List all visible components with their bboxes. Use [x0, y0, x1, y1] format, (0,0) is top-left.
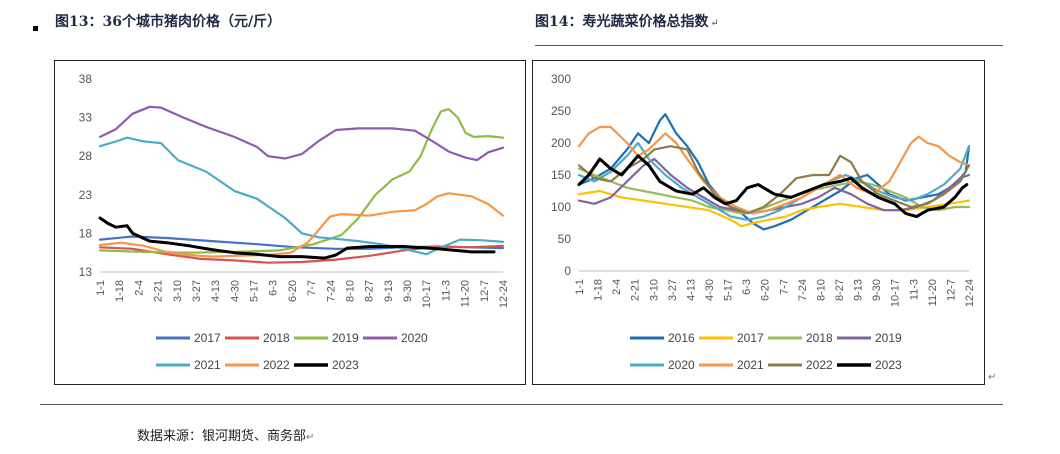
y-tick-label: 150 — [551, 168, 571, 182]
series-line-2022 — [98, 192, 505, 258]
x-tick-label: 5-17 — [723, 279, 735, 301]
return-mark: ↵ — [710, 18, 719, 29]
x-tick-label: 6-20 — [760, 279, 772, 301]
x-tick-label: 5-17 — [249, 280, 261, 302]
series-line-2018 — [98, 244, 505, 264]
legend-label-2020: 2020 — [401, 331, 428, 345]
legend-label-2021: 2021 — [194, 358, 221, 372]
legend-label-2019: 2019 — [875, 331, 902, 345]
x-tick-label: 7-24 — [325, 280, 337, 302]
y-tick-label: 33 — [79, 111, 93, 125]
legend-label-2021: 2021 — [737, 358, 764, 372]
x-tick-label: 4-30 — [704, 279, 716, 301]
series-line-2023 — [577, 154, 969, 219]
y-tick-label: 100 — [551, 200, 571, 214]
legend-label-2023: 2023 — [332, 358, 359, 372]
x-tick-label: 9-30 — [871, 279, 883, 301]
x-tick-label: 8-10 — [344, 280, 356, 302]
x-tick-label: 10-17 — [890, 279, 902, 307]
source-note: 数据来源：银河期货、商务部↵ — [137, 429, 315, 444]
legend-label-2018: 2018 — [806, 331, 833, 345]
x-tick-label: 11-20 — [927, 279, 939, 306]
x-tick-label: 3-27 — [667, 279, 679, 301]
return-mark: ↵ — [988, 372, 997, 383]
y-tick-label: 50 — [558, 232, 572, 246]
y-tick-label: 250 — [551, 104, 571, 118]
x-tick-label: 8-27 — [364, 280, 376, 302]
x-tick-label: 4-13 — [685, 279, 697, 301]
x-tick-label: 2-4 — [133, 280, 145, 296]
y-tick-label: 300 — [551, 72, 571, 86]
x-tick-label: 8-10 — [815, 279, 827, 301]
x-tick-label: 6-3 — [268, 280, 280, 296]
x-tick-label: 1-18 — [114, 280, 126, 302]
y-tick-label: 0 — [564, 264, 571, 278]
x-tick-label: 9-13 — [853, 279, 865, 301]
x-tick-label: 3-10 — [648, 279, 660, 301]
x-tick-label: 6-3 — [741, 279, 753, 295]
x-tick-label: 4-13 — [210, 280, 222, 302]
pork-price-chart-panel: 13 18 23 28 33 38 1-1 1-18 2-4 2-21 3-10 3-27 4-13 4-… — [54, 60, 526, 385]
x-tick-label: 7-24 — [797, 279, 809, 301]
series-line-2020 — [577, 141, 971, 221]
series-line-2019 — [98, 108, 505, 254]
legend-label-2018: 2018 — [263, 331, 290, 345]
x-tick-label: 9-13 — [383, 280, 395, 302]
series-line-2019 — [577, 157, 971, 215]
x-tick-label: 12-24 — [498, 280, 510, 308]
x-tick-label: 1-1 — [574, 279, 586, 295]
legend-label-2017: 2017 — [194, 331, 221, 345]
x-tick-label: 11-20 — [460, 280, 472, 307]
footer-rule — [40, 404, 1003, 405]
x-tick-label: 12-7 — [945, 279, 957, 301]
x-tick-label: 2-4 — [611, 279, 623, 295]
series-line-2021 — [577, 125, 971, 215]
y-tick-label: 13 — [79, 265, 93, 279]
right-chart-title: 图14：寿光蔬菜价格总指数 ↵ — [535, 14, 719, 30]
x-tick-label: 2-21 — [153, 280, 165, 302]
x-tick-label: 6-20 — [287, 280, 299, 302]
header-rule-right — [535, 45, 1003, 46]
legend-label-2022: 2022 — [263, 358, 290, 372]
y-tick-label: 23 — [79, 188, 93, 202]
legend-label-2019: 2019 — [332, 331, 359, 345]
series-line-2023 — [98, 216, 496, 260]
legend-label-2022: 2022 — [806, 358, 833, 372]
x-tick-label: 11-3 — [440, 280, 452, 301]
x-tick-label: 3-27 — [191, 280, 203, 302]
legend-label-2016: 2016 — [668, 331, 695, 345]
bullet-mark — [33, 26, 38, 31]
y-tick-label: 200 — [551, 136, 571, 150]
return-mark: ↵ — [306, 432, 315, 443]
x-tick-label: 7-7 — [306, 280, 318, 296]
legend-label-2017: 2017 — [737, 331, 764, 345]
x-tick-label: 1-1 — [95, 280, 107, 296]
y-tick-label: 18 — [79, 226, 93, 240]
x-tick-label: 11-3 — [908, 279, 920, 300]
x-tick-label: 3-10 — [172, 280, 184, 302]
x-tick-label: 8-27 — [834, 279, 846, 301]
pork-price-chart: 13 18 23 28 33 38 1-1 1-18 2-4 2-21 3-10 3-27 4-13 4-… — [79, 72, 510, 372]
legend-label-2023: 2023 — [875, 358, 902, 372]
x-tick-label: 10-17 — [421, 280, 433, 308]
x-tick-label: 9-30 — [402, 280, 414, 302]
series-line-2020 — [98, 105, 505, 162]
x-tick-label: 12-7 — [479, 280, 491, 302]
vegetable-index-chart: 0 50 100 150 200 250 300 1-1 1-18 2-4 2-21 3-10 3-27… — [551, 72, 976, 372]
x-tick-label: 2-21 — [630, 279, 642, 301]
vegetable-index-chart-panel: 0 50 100 150 200 250 300 1-1 1-18 2-4 2-21 3-10 3-27… — [532, 60, 985, 385]
left-chart-title: 图13：36个城市猪肉价格（元/斤） — [55, 14, 282, 30]
y-tick-label: 28 — [79, 149, 93, 163]
x-tick-label: 4-30 — [229, 280, 241, 302]
x-tick-label: 7-7 — [778, 279, 790, 295]
legend-label-2020: 2020 — [668, 358, 695, 372]
x-tick-label: 12-24 — [964, 279, 976, 307]
x-tick-label: 1-18 — [593, 279, 605, 301]
y-tick-label: 38 — [79, 72, 93, 86]
series-line-2018 — [577, 167, 971, 215]
